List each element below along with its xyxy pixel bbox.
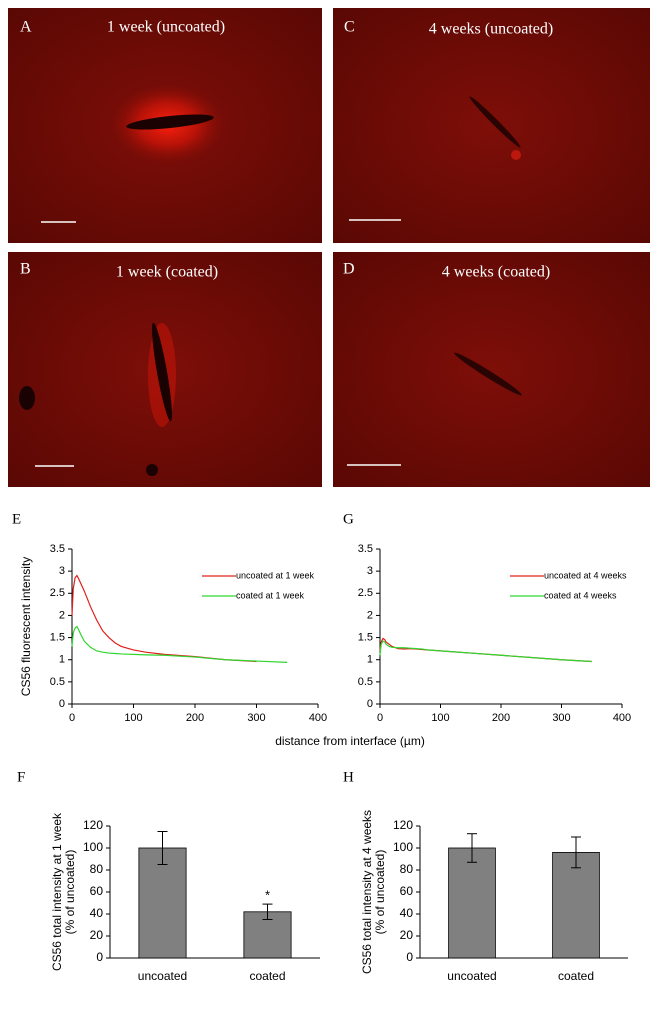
y-tick-label: 60	[90, 884, 104, 898]
legend-label: coated at 4 weeks	[544, 590, 617, 600]
panel-label: A	[20, 19, 32, 36]
x-tick-label: 0	[377, 712, 383, 724]
legend-label: uncoated at 4 weeks	[544, 570, 627, 580]
panel-label: D	[343, 261, 355, 278]
y-tick-label: 80	[90, 862, 104, 876]
implant-track	[126, 114, 214, 130]
y-tick-label: 100	[83, 840, 103, 854]
legend-label: uncoated at 1 week	[236, 570, 315, 580]
panel-title: 1 week (coated)	[116, 264, 218, 281]
y-tick-label: 20	[400, 928, 414, 942]
error-bar	[467, 833, 477, 863]
x-tick-label: 400	[309, 712, 327, 724]
x-tick-label: 100	[431, 712, 449, 724]
y-tick-label: 1.5	[50, 631, 65, 643]
y-tick-label: 0	[59, 698, 65, 710]
panel-label: E	[12, 511, 21, 527]
y-axis-label: (% of uncoated)	[63, 850, 77, 935]
y-tick-label: 80	[400, 862, 414, 876]
y-axis-label: CS56 total intensity at 1 week	[50, 812, 64, 971]
y-tick-label: 2	[59, 609, 65, 621]
line	[71, 625, 288, 663]
y-tick-label: 20	[90, 928, 104, 942]
y-tick-label: 2.5	[358, 587, 373, 599]
x-axis-label: distance from interface (µm)	[275, 734, 425, 748]
y-tick-label: 1	[367, 654, 373, 666]
implant-track	[152, 322, 172, 422]
line	[379, 637, 592, 663]
x-tick-label: 400	[613, 712, 631, 724]
error-bar	[157, 831, 168, 865]
x-tick-label: 0	[69, 712, 75, 724]
vessel	[19, 386, 35, 410]
panel-title: 1 week (uncoated)	[107, 19, 225, 36]
y-tick-label: 3	[59, 565, 65, 577]
bar	[448, 847, 496, 959]
y-tick-label: 40	[90, 906, 104, 920]
panel-label: F	[17, 769, 25, 785]
y-tick-label: 1	[59, 654, 65, 666]
implant-track	[454, 352, 522, 396]
error-bar	[571, 836, 581, 869]
y-tick-label: 0.5	[50, 676, 65, 688]
y-tick-label: 2.5	[50, 587, 65, 599]
implant-track	[469, 96, 521, 148]
y-tick-label: 1.5	[358, 631, 373, 643]
x-tick-label: 300	[552, 712, 570, 724]
y-tick-label: 60	[400, 884, 414, 898]
panel-label: G	[343, 511, 354, 527]
x-tick-label: coated	[558, 969, 594, 983]
x-tick-label: coated	[249, 969, 285, 983]
y-tick-label: 0	[406, 950, 413, 964]
y-tick-label: 2	[367, 609, 373, 621]
x-tick-label: uncoated	[138, 969, 187, 983]
y-tick-label: 120	[83, 818, 103, 832]
y-tick-label: 0	[367, 698, 373, 710]
y-tick-label: 3	[367, 565, 373, 577]
micrograph	[333, 252, 650, 487]
bar	[138, 847, 187, 959]
y-tick-label: 0.5	[358, 676, 373, 688]
micrograph	[333, 8, 650, 243]
annotation: *	[265, 888, 270, 903]
y-tick-label: 120	[393, 818, 413, 832]
error-bar	[262, 903, 273, 920]
panel-title: 4 weeks (coated)	[442, 264, 550, 281]
image-panels: A 1 week (uncoated) C 4 weeks (uncoated)…	[8, 8, 650, 487]
line	[379, 640, 592, 663]
vessel	[146, 464, 158, 476]
legend-label: coated at 1 week	[236, 590, 305, 600]
x-tick-label: 300	[247, 712, 265, 724]
x-tick-label: 200	[186, 712, 204, 724]
y-tick-label: 3.5	[50, 543, 65, 555]
panel-title: 4 weeks (uncoated)	[429, 21, 553, 38]
glow	[511, 150, 521, 160]
x-tick-label: 200	[492, 712, 510, 724]
panel-label: H	[343, 769, 354, 785]
y-axis-label: (% of uncoated)	[373, 850, 387, 935]
y-tick-label: 0	[96, 950, 103, 964]
x-tick-label: uncoated	[447, 969, 496, 983]
panel-label: C	[344, 19, 355, 36]
y-tick-label: 100	[393, 840, 413, 854]
y-tick-label: 40	[400, 906, 414, 920]
panel-label: B	[20, 261, 31, 278]
y-axis-label: CS56 fluorescent intensity	[19, 557, 33, 696]
y-tick-label: 3.5	[358, 543, 373, 555]
x-tick-label: 100	[124, 712, 142, 724]
line	[71, 574, 257, 663]
y-axis-label: CS56 total intensity at 4 weeks	[360, 810, 374, 974]
